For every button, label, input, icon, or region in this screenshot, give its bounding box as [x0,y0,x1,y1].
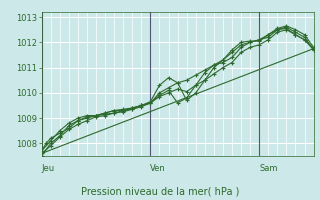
Text: Jeu: Jeu [42,164,55,173]
Text: Ven: Ven [150,164,166,173]
Text: Sam: Sam [259,164,278,173]
Text: Pression niveau de la mer( hPa ): Pression niveau de la mer( hPa ) [81,186,239,196]
